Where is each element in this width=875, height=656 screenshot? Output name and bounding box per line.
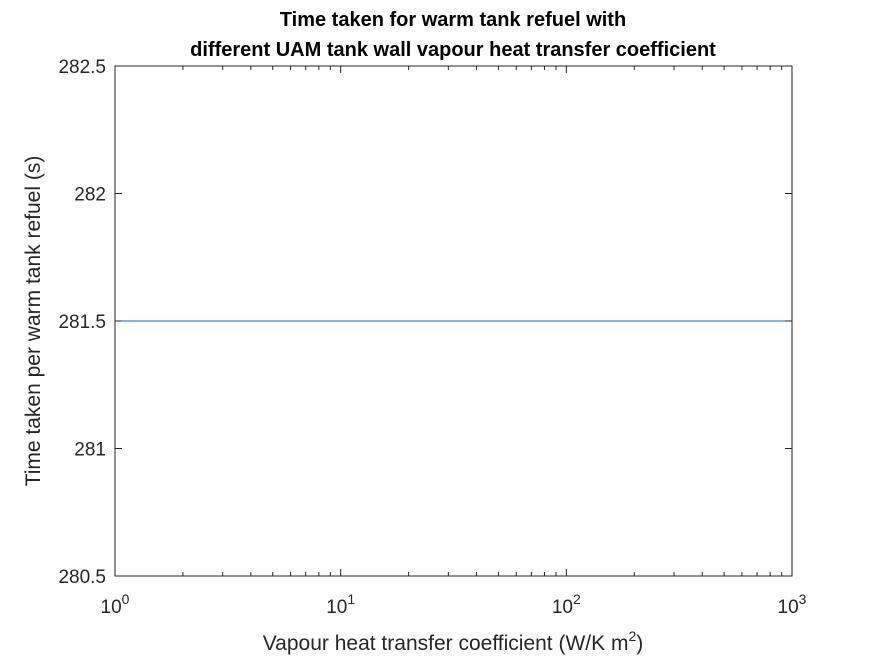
chart-title-line-1: Time taken for warm tank refuel with — [280, 9, 626, 31]
x-tick-label: 101 — [326, 591, 355, 618]
y-tick-label: 282 — [74, 185, 106, 206]
chart-title-line-2: different UAM tank wall vapour heat tran… — [190, 39, 716, 61]
x-tick-label: 103 — [778, 591, 807, 618]
y-tick-label: 282.5 — [58, 57, 106, 78]
y-tick-label: 281 — [74, 440, 106, 461]
x-tick-label: 100 — [101, 591, 130, 618]
ticks-layer: 280.5 281 281.5 282 282.5 100 101 102 103 — [58, 57, 806, 618]
y-tick-label: 280.5 — [58, 567, 106, 588]
y-tick-label: 281.5 — [58, 312, 106, 333]
y-axis-label: Time taken per warm tank refuel (s) — [22, 156, 45, 487]
x-axis-label: Vapour heat transfer coefficient (W/K m2… — [263, 628, 644, 655]
plot-frame — [114, 65, 793, 577]
x-tick-label: 102 — [552, 591, 581, 618]
